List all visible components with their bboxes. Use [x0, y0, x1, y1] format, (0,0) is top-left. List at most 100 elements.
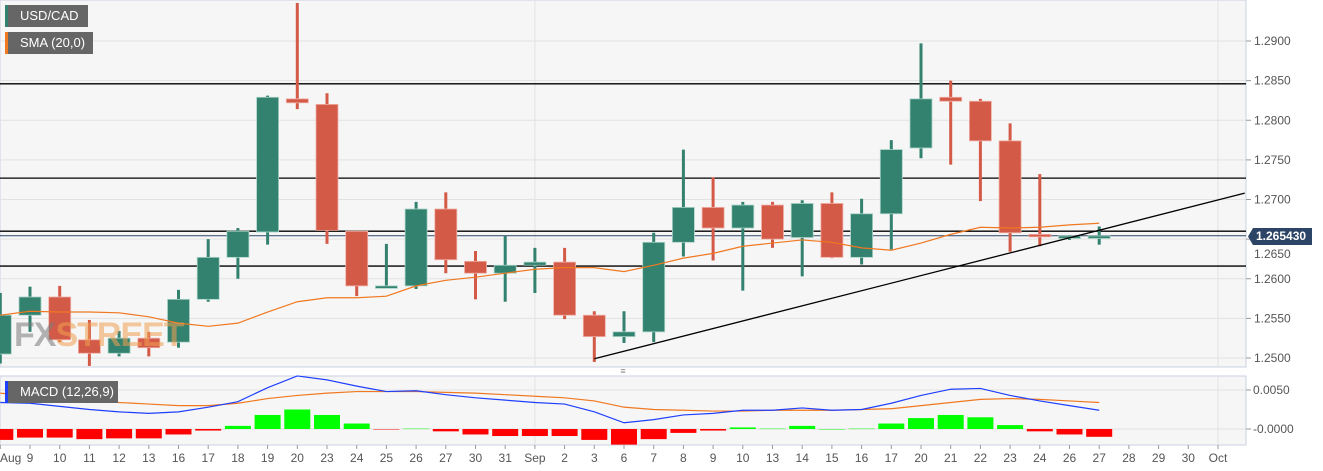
macd-histogram-bar: [759, 428, 786, 430]
x-tick-label: 27: [439, 451, 453, 465]
x-tick-label: 17: [202, 451, 216, 465]
macd-histogram-bar: [640, 429, 667, 440]
macd-histogram-bar: [551, 429, 578, 437]
legend-macd[interactable]: MACD (12,26,9): [5, 381, 118, 403]
x-tick-label: 26: [1063, 451, 1077, 465]
x-tick-label: 20: [914, 451, 928, 465]
x-tick-label: 14: [796, 451, 810, 465]
x-tick-label: 22: [974, 451, 988, 465]
candle-body: [315, 104, 339, 231]
candle-body: [642, 241, 666, 333]
macd-histogram-bar: [1026, 429, 1053, 432]
macd-histogram-bar: [46, 429, 73, 438]
x-tick-label: 7: [650, 451, 657, 465]
y-tick-label: 1.2750: [1254, 153, 1291, 167]
macd-histogram-bar: [224, 425, 251, 429]
macd-histogram-bar: [521, 429, 548, 437]
candle-body: [107, 337, 131, 354]
x-tick-label: 16: [855, 451, 869, 465]
macd-histogram-bar: [700, 429, 727, 431]
macd-histogram-bar: [908, 418, 934, 429]
macd-histogram-bar: [1086, 429, 1113, 437]
x-tick-label: 24: [1033, 451, 1047, 465]
x-tick-label: 29: [1152, 451, 1166, 465]
x-tick-label: 26: [409, 451, 423, 465]
candle-body: [790, 203, 814, 238]
x-tick-label: 23: [320, 451, 334, 465]
trendline: [594, 192, 1245, 360]
macd-line: [0, 375, 1100, 424]
candle-body: [879, 149, 903, 215]
candle-body: [404, 208, 428, 287]
macd-y-tick-label: 0.0050: [1253, 383, 1290, 397]
candle-body: [78, 339, 101, 354]
x-tick-label: 9: [710, 451, 717, 465]
panel-resize-handle-icon[interactable]: ≡: [620, 366, 626, 376]
macd-histogram-bar: [611, 429, 637, 445]
legend-symbol[interactable]: USD/CAD: [5, 5, 88, 27]
candle-body: [672, 207, 695, 243]
candle-body: [256, 96, 280, 233]
x-tick-label: 9: [27, 451, 34, 465]
y-tick-label: 1.2500: [1254, 351, 1291, 365]
candle-body: [374, 285, 398, 289]
candle-body: [226, 230, 250, 258]
x-tick-label: 31: [499, 451, 513, 465]
macd-histogram-bar: [195, 429, 222, 431]
y-tick-label: 1.2550: [1254, 311, 1291, 325]
y-tick-label: 1.2900: [1254, 34, 1291, 48]
sma-line: [0, 222, 1100, 327]
x-tick-label: 24: [350, 451, 364, 465]
x-tick-label: 17: [885, 451, 899, 465]
macd-histogram-bar: [314, 414, 340, 429]
x-tick-label: 15: [825, 451, 839, 465]
macd-histogram-bar: [343, 423, 370, 429]
candle-body: [345, 230, 369, 287]
x-tick-label: 27: [1093, 451, 1107, 465]
macd-histogram-bar: [462, 429, 489, 435]
macd-histogram-bar: [254, 414, 281, 429]
x-tick-label: 13: [766, 451, 780, 465]
y-tick-label: 1.2700: [1254, 193, 1291, 207]
macd-histogram-bar: [878, 423, 905, 429]
fxstreet-watermark-logo: FXSTREET: [14, 316, 185, 354]
x-tick-label: 11: [83, 451, 96, 465]
candle-body: [582, 314, 606, 338]
x-tick-label: 23: [1003, 451, 1017, 465]
candle-body: [612, 331, 636, 338]
macd-histogram-bar: [729, 427, 756, 429]
candle-body: [1087, 235, 1111, 239]
candle-body: [137, 337, 161, 349]
macd-histogram-bar: [0, 429, 14, 440]
macd-histogram-bar: [432, 429, 459, 432]
macd-histogram-bar: [76, 429, 103, 440]
y-tick-label: 1.2600: [1254, 272, 1291, 286]
x-tick-label: Aug: [0, 451, 21, 465]
y-tick-label: 1.2800: [1254, 113, 1291, 127]
macd-histogram-bar: [967, 417, 994, 429]
macd-histogram-bar: [997, 425, 1024, 429]
candle-body: [285, 98, 309, 104]
x-tick-label: 19: [261, 451, 275, 465]
x-tick-label: 13: [142, 451, 156, 465]
macd-histogram-bar: [818, 429, 845, 430]
x-tick-label: 10: [736, 451, 750, 465]
candle-body: [939, 96, 963, 102]
candle-body: [909, 98, 933, 149]
x-tick-label: 18: [231, 451, 245, 465]
candle-body: [553, 261, 576, 316]
candle-body: [761, 204, 784, 240]
macd-histogram-bar: [670, 429, 697, 433]
macd-histogram-bar: [492, 429, 519, 437]
x-tick-label: 28: [1122, 451, 1136, 465]
candle-body: [18, 296, 42, 316]
x-tick-label: 30: [469, 451, 483, 465]
candle-body: [998, 140, 1022, 234]
x-tick-label: 2: [561, 451, 568, 465]
x-tick-label: 21: [944, 451, 958, 465]
macd-histogram-bar: [848, 428, 875, 430]
x-tick-label: Oct: [1209, 451, 1228, 465]
macd-histogram-bar: [373, 429, 400, 430]
legend-sma[interactable]: SMA (20,0): [5, 32, 93, 54]
